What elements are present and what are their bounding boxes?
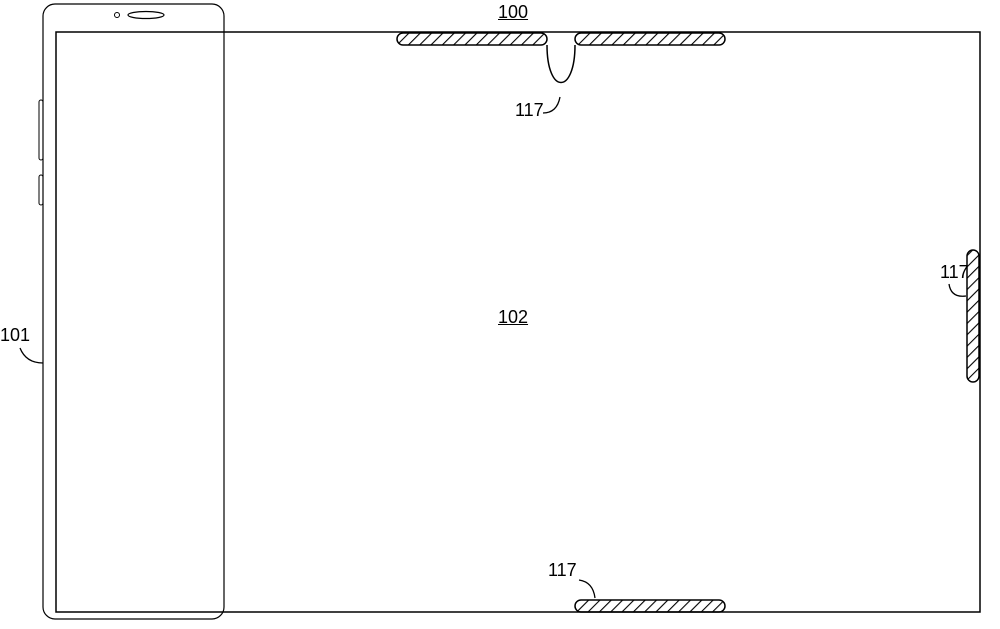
label-117-bottom: 117 (548, 560, 577, 581)
leader-117-right (949, 284, 966, 296)
hatched-bar-top-right (575, 33, 725, 45)
phone-sensor (115, 13, 120, 18)
label-117-right: 117 (940, 262, 969, 283)
hatched-bar-top-left (397, 33, 547, 45)
phone-body (43, 4, 224, 619)
label-102: 102 (498, 307, 528, 328)
label-100: 100 (498, 2, 528, 23)
leader-117-top (543, 97, 560, 113)
leader-117-bottom (579, 580, 595, 598)
hatched-bar-right (967, 250, 979, 382)
diagram-canvas: 100 102 101 117 117 117 (0, 0, 1000, 629)
label-117-top: 117 (515, 100, 544, 121)
hatched-bar-bottom (575, 600, 725, 612)
notch-117-top (547, 45, 575, 83)
phone-speaker (128, 12, 164, 19)
label-101: 101 (0, 325, 30, 346)
leader-101 (20, 348, 43, 363)
